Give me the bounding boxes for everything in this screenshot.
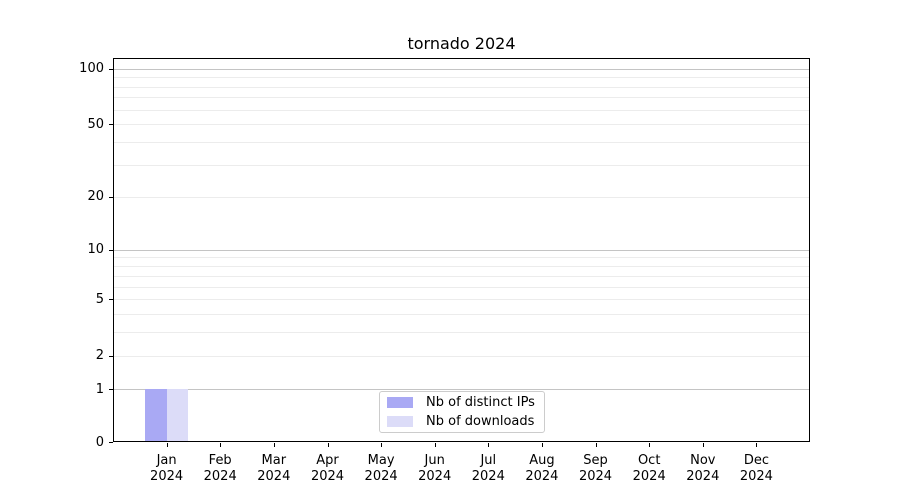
legend-entry-distinct-ips: Nb of distinct IPs: [380, 395, 544, 410]
x-tick-label: Jul 2024: [471, 453, 505, 484]
y-tick-label: 10: [87, 242, 104, 258]
gridline-major: [114, 249, 809, 251]
gridline-major: [114, 68, 809, 70]
y-tick-label: 2: [95, 348, 104, 364]
legend-label-downloads: Nb of downloads: [426, 413, 535, 429]
gridline-minor: [114, 314, 809, 316]
y-tick-label: 50: [87, 116, 104, 132]
gridline-minor: [114, 97, 809, 99]
y-tick: [109, 124, 113, 126]
gridline-minor: [114, 257, 809, 259]
gridline-minor: [114, 124, 809, 126]
gridline-major: [114, 389, 809, 390]
x-tick: [273, 443, 275, 447]
gridline-minor: [114, 355, 809, 357]
x-tick-label: Oct 2024: [632, 453, 666, 484]
y-tick-label: 1: [95, 381, 104, 397]
y-tick: [109, 355, 113, 357]
x-tick: [220, 443, 222, 447]
x-tick: [488, 443, 490, 447]
gridline-minor: [114, 196, 809, 198]
y-tick-label: 20: [87, 189, 104, 205]
x-tick-label: Jun 2024: [418, 453, 452, 484]
gridline-minor: [114, 142, 809, 144]
legend-swatch-distinct-ips-icon: [387, 397, 413, 409]
chart-title: tornado 2024: [407, 34, 516, 53]
y-tick: [109, 249, 113, 251]
x-tick-label: May 2024: [364, 453, 398, 484]
x-tick-label: Aug 2024: [525, 453, 559, 484]
y-tick-label: 0: [95, 434, 104, 450]
bar-downloads: [166, 389, 188, 442]
legend-swatch-downloads-icon: [387, 415, 413, 427]
x-tick: [434, 443, 436, 447]
y-tick: [109, 196, 113, 198]
x-tick-label: Jan 2024: [150, 453, 184, 484]
gridline-minor: [114, 275, 809, 277]
y-tick-label: 100: [79, 61, 104, 76]
gridline-minor: [114, 266, 809, 267]
legend: Nb of distinct IPs Nb of downloads: [379, 391, 545, 433]
gridline-minor: [114, 109, 809, 111]
gridline-minor: [114, 77, 809, 78]
gridline-minor: [114, 86, 809, 88]
x-tick: [381, 443, 383, 447]
x-tick: [541, 443, 543, 447]
x-tick: [702, 443, 704, 447]
y-tick: [109, 442, 113, 443]
gridline-minor: [114, 332, 809, 334]
legend-entry-downloads: Nb of downloads: [380, 414, 544, 429]
x-tick: [166, 443, 168, 447]
y-tick: [109, 389, 113, 390]
x-tick: [649, 443, 651, 447]
x-tick: [756, 443, 758, 447]
gridline-minor: [114, 299, 809, 301]
x-tick-label: Apr 2024: [310, 453, 345, 484]
y-tick-label: 5: [95, 291, 104, 307]
x-tick-label: Mar 2024: [257, 453, 291, 484]
y-tick: [109, 68, 113, 70]
x-tick-label: Sep 2024: [578, 453, 613, 484]
x-tick-label: Nov 2024: [686, 453, 720, 484]
gridline-minor: [114, 286, 809, 288]
x-tick: [327, 443, 329, 447]
legend-label-distinct-ips: Nb of distinct IPs: [426, 395, 535, 411]
x-tick: [595, 443, 597, 447]
y-tick: [109, 299, 113, 301]
x-tick-label: Feb 2024: [203, 453, 237, 484]
bar-distinct-ips: [145, 389, 167, 442]
x-tick-label: Dec 2024: [739, 453, 773, 484]
gridline-minor: [114, 165, 809, 166]
